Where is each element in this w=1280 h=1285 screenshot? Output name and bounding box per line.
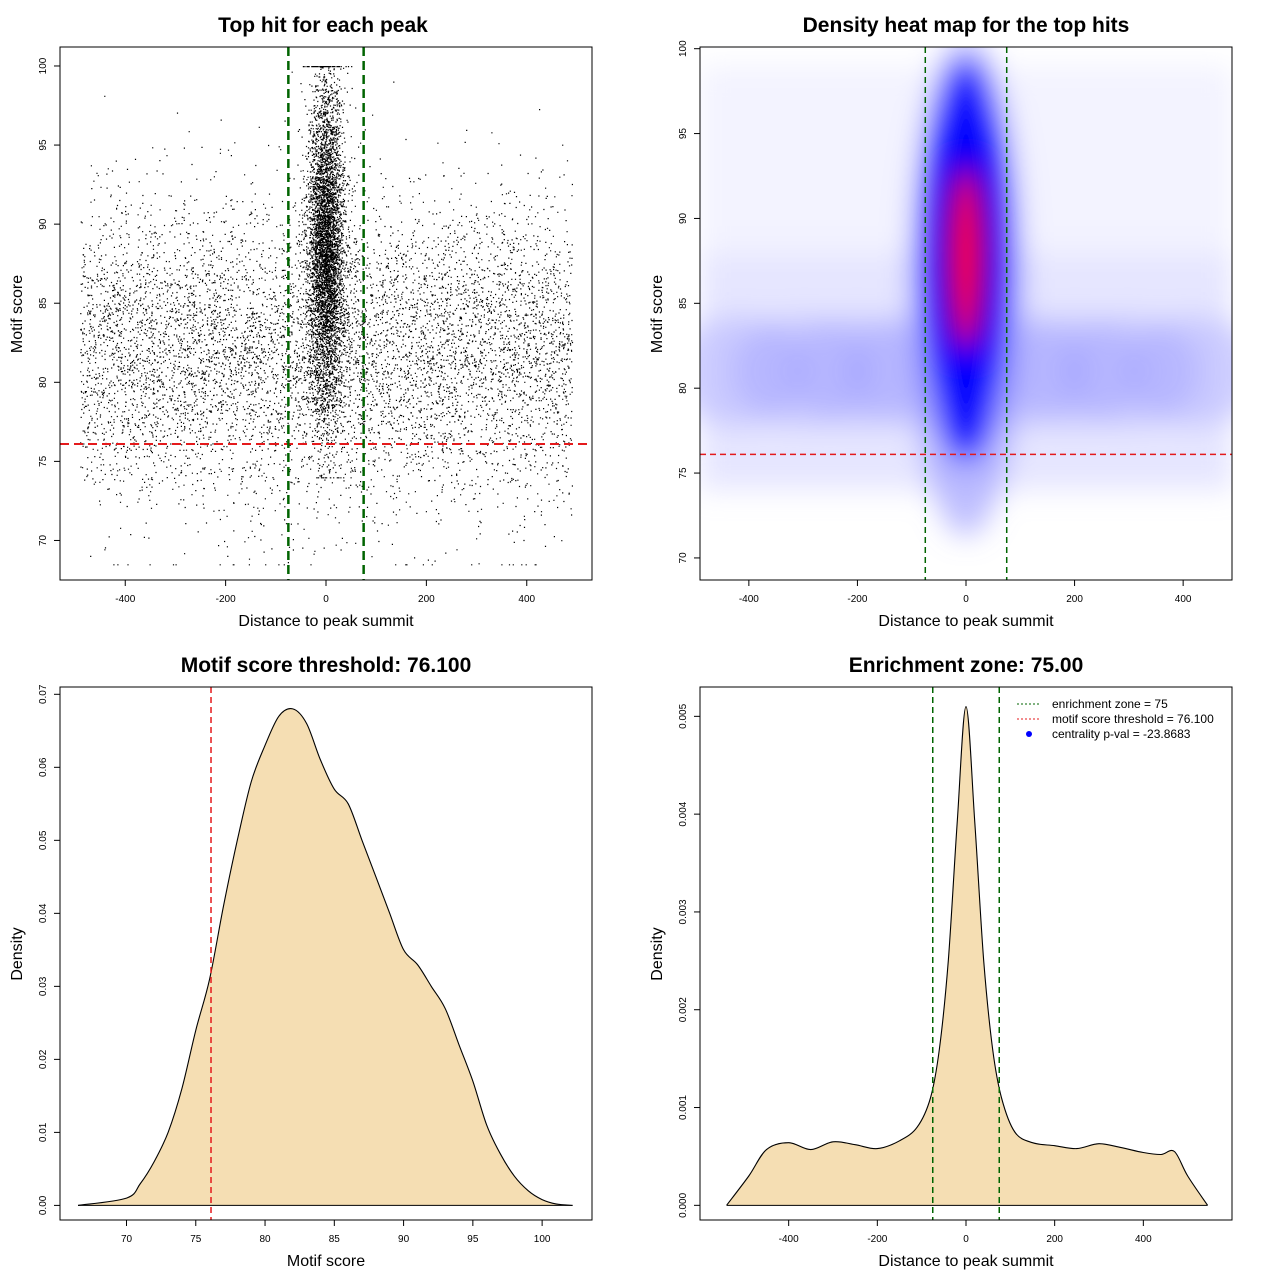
heatmap-xtick-label: 200	[1066, 594, 1083, 605]
score-density-plot-area: 70 75 80 85 90 95 100 0.00 0.01 0.02 0.03 0.04 0.05 0…	[38, 684, 593, 1245]
distance-density-ytick-label: 0.005	[678, 703, 689, 728]
legend-zone-label: enrichment zone = 75	[1052, 697, 1168, 711]
score-density-ytick-label: 0.04	[38, 903, 49, 923]
distance-density-frame	[699, 686, 1233, 1221]
score-density-frame	[59, 686, 593, 1221]
scatter-panel: Top hit for each peak Distance to peak s…	[9, 14, 593, 630]
heatmap-layer	[700, 47, 1232, 580]
scatter-xlabel: Distance to peak summit	[238, 613, 414, 630]
heatmap-xlabel: Distance to peak summit	[878, 613, 1054, 630]
heatmap-ytick-label: 100	[678, 40, 689, 57]
score-density-area	[78, 708, 573, 1206]
scatter-ytick-label: 70	[38, 534, 49, 546]
legend-pval-label: centrality p-val = -23.8683	[1052, 727, 1191, 741]
score-density-xtick-label: 100	[534, 1234, 551, 1245]
scatter-axes: -400 -200 0 200 400 70 75 80 85 90 95 100	[38, 46, 593, 605]
heatmap-core-group	[936, 112, 996, 393]
score-density-xtick-label: 95	[467, 1234, 479, 1245]
heatmap-frame	[699, 46, 1233, 581]
heatmap-xtick-label: -200	[847, 594, 867, 605]
distance-density-ytick-label: 0.003	[678, 899, 689, 924]
heatmap-panel: Density heat map for the top hits Distan…	[649, 14, 1233, 630]
scatter-xtick-label: 400	[518, 594, 535, 605]
distance-density-ylabel: Density	[649, 927, 666, 980]
heatmap-xtick-label: 400	[1175, 594, 1192, 605]
distance-density-ytick-label: 0.001	[678, 1095, 689, 1120]
score-density-axes: 70 75 80 85 90 95 100 0.00 0.01 0.02 0.03 0.04 0.05 0…	[38, 684, 593, 1245]
score-density-title: Motif score threshold: 76.100	[181, 654, 472, 677]
legend-pval-point	[1026, 731, 1032, 737]
score-density-ylabel: Density	[9, 927, 26, 980]
heatmap-xtick-label: -400	[739, 594, 759, 605]
distance-density-title: Enrichment zone: 75.00	[849, 654, 1084, 677]
scatter-ytick-label: 80	[38, 376, 49, 388]
scatter-title: Top hit for each peak	[218, 14, 428, 37]
scatter-ylabel: Motif score	[9, 275, 26, 353]
score-density-ytick-label: 0.05	[38, 830, 49, 850]
heatmap-ytick-label: 80	[678, 382, 689, 394]
score-density-ytick-label: 0.02	[38, 1049, 49, 1069]
heatmap-xtick-label: 0	[963, 594, 969, 605]
distance-density-xtick-label: -200	[867, 1234, 887, 1245]
score-density-xlabel: Motif score	[287, 1253, 365, 1270]
scatter-plot-area: -400 -200 0 200 400 70 75 80 85 90 95 100	[38, 46, 593, 605]
score-density-ytick-label: 0.01	[38, 1122, 49, 1142]
score-density-ytick-label: 0.06	[38, 757, 49, 777]
heatmap-column-hot	[950, 170, 982, 351]
heatmap-ytick-label: 95	[678, 128, 689, 140]
heatmap-title: Density heat map for the top hits	[803, 14, 1130, 37]
distance-density-ytick-label: 0.000	[678, 1192, 689, 1217]
heatmap-axes: -400 -200 0 200 400 70 75 80 85 90 95 100	[678, 40, 1233, 605]
distance-density-panel: Enrichment zone: 75.00 Distance to peak …	[649, 654, 1233, 1270]
heatmap-plot-area: -400 -200 0 200 400 70 75 80 85 90 95 100	[678, 40, 1233, 605]
scatter-ytick-label: 75	[38, 455, 49, 467]
distance-density-xtick-label: 200	[1046, 1234, 1063, 1245]
score-density-xtick-label: 75	[190, 1234, 202, 1245]
distance-density-xtick-label: 0	[963, 1234, 969, 1245]
score-density-ytick-label: 0.00	[38, 1195, 49, 1215]
heatmap-ytick-label: 90	[678, 212, 689, 224]
score-density-panel: Motif score threshold: 76.100 Motif scor…	[9, 654, 593, 1270]
score-density-xtick-label: 90	[398, 1234, 410, 1245]
scatter-xtick-label: 0	[323, 594, 329, 605]
score-density-xtick-label: 70	[121, 1234, 133, 1245]
scatter-xtick-label: -200	[216, 594, 236, 605]
scatter-points	[80, 66, 574, 566]
legend: enrichment zone = 75 motif score thresho…	[1017, 697, 1214, 741]
heatmap-ylabel: Motif score	[649, 275, 666, 353]
distance-density-ytick-label: 0.004	[678, 801, 689, 826]
score-density-ytick-label: 0.03	[38, 976, 49, 996]
scatter-ytick-label: 90	[38, 218, 49, 230]
score-density-ytick-label: 0.07	[38, 684, 49, 704]
heatmap-ytick-label: 75	[678, 467, 689, 479]
score-density-xtick-label: 85	[329, 1234, 341, 1245]
scatter-xtick-label: 200	[418, 594, 435, 605]
legend-threshold-label: motif score threshold = 76.100	[1052, 712, 1214, 726]
distance-density-curve	[726, 706, 1209, 1206]
distance-density-area	[726, 706, 1208, 1206]
distance-density-xtick-label: 400	[1135, 1234, 1152, 1245]
heatmap-ytick-label: 70	[678, 552, 689, 564]
scatter-frame	[59, 46, 593, 581]
distance-density-axes: -400 -200 0 200 400 0.000 0.001 0.002 0.003 0.004…	[678, 686, 1233, 1245]
score-density-xtick-label: 80	[259, 1234, 271, 1245]
scatter-xtick-label: -400	[115, 594, 135, 605]
heatmap-ytick-label: 85	[678, 297, 689, 309]
distance-density-xtick-label: -400	[779, 1234, 799, 1245]
distance-density-ytick-label: 0.002	[678, 997, 689, 1022]
distance-density-xlabel: Distance to peak summit	[878, 1253, 1054, 1270]
score-density-curve	[77, 708, 573, 1206]
scatter-ytick-label: 95	[38, 139, 49, 151]
scatter-ytick-label: 100	[38, 57, 49, 74]
scatter-point-cloud	[80, 66, 574, 566]
scatter-ytick-label: 85	[38, 297, 49, 309]
distance-density-plot-area: -400 -200 0 200 400 0.000 0.001 0.002 0.003 0.004…	[678, 686, 1233, 1245]
